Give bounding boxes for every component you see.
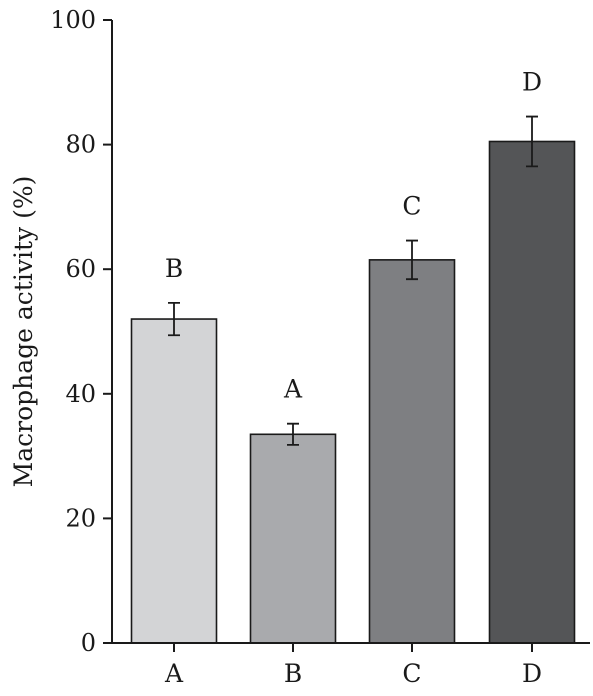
x-axis-labels: A B C D [164,643,542,688]
error-bar-a [168,301,180,337]
significance-label: C [402,192,421,221]
y-tick-label: 0 [81,629,96,657]
significance-label: B [165,254,183,283]
error-bars-group [168,115,538,446]
y-axis-title: Macrophage activity (%) [9,176,38,488]
axes-lines [111,20,590,644]
y-tick-label: 80 [65,131,96,159]
x-tick-label: B [284,659,302,688]
x-tick-label: D [522,659,542,688]
error-bar-d [526,115,538,168]
bar-d [488,140,576,644]
x-tick-label: A [164,659,184,688]
bar-a [130,318,218,644]
y-tick-label: 100 [50,6,96,34]
y-axis-ticks: 0 20 40 60 80 100 [50,6,112,657]
y-tick-label: 60 [65,255,96,283]
error-bar-c [406,239,418,281]
y-tick-label: 40 [65,380,96,408]
bar-b [249,433,337,644]
significance-label: D [522,68,542,97]
error-bar-b [287,422,299,446]
significance-labels-group: B A C D [165,68,542,404]
y-tick-label: 20 [65,504,96,532]
bar-c [368,259,456,644]
bars-group [130,140,576,644]
x-tick-label: C [402,659,421,688]
significance-label: A [283,375,303,404]
